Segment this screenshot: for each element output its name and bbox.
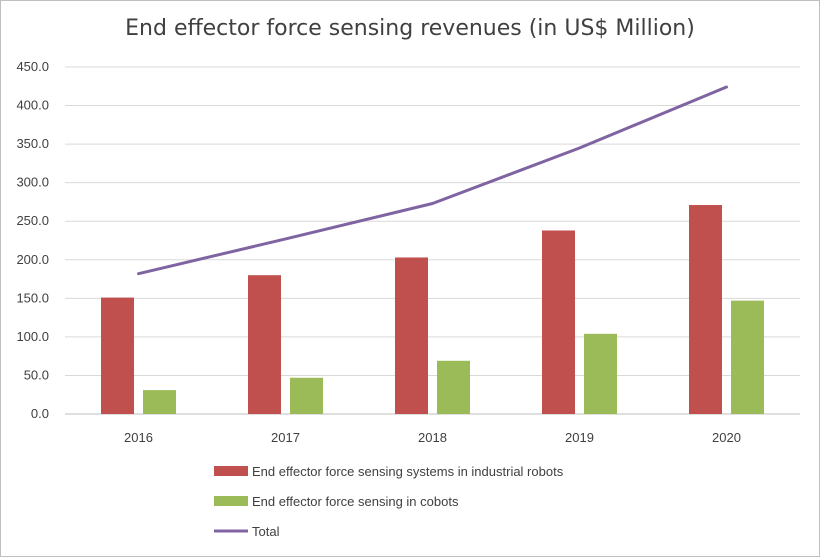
bar [143,390,176,414]
y-tick-label: 400.0 [16,98,49,113]
legend-label: End effector force sensing in cobots [252,494,459,509]
bar [731,300,764,414]
x-tick-label: 2016 [124,430,153,445]
legend-label: End effector force sensing systems in in… [252,464,564,479]
legend-label: Total [252,524,280,539]
y-tick-label: 0.0 [31,406,49,421]
bars [101,205,764,414]
y-tick-label: 100.0 [16,329,49,344]
x-tick-label: 2017 [271,430,300,445]
bar [395,257,428,414]
x-tick-label: 2020 [712,430,741,445]
bar [689,205,722,414]
lines [137,85,728,276]
legend-swatch [214,496,248,506]
y-axis-ticks: 0.0 50.0 100.0 150.0 200.0 250.0 300.0 350.0 400… [16,59,49,421]
bar [584,333,617,414]
bar [437,360,470,414]
x-axis-ticks: 2016 2017 2018 2019 2020 [124,430,741,445]
y-tick-label: 450.0 [16,59,49,74]
y-tick-label: 300.0 [16,175,49,190]
legend-swatch [214,466,248,476]
legend: End effector force sensing systems in in… [214,464,564,539]
bar [248,275,281,414]
bar [290,377,323,414]
x-tick-label: 2018 [418,430,447,445]
chart-title: End effector force sensing revenues (in … [125,16,695,41]
y-tick-label: 200.0 [16,252,49,267]
y-tick-label: 50.0 [24,367,49,382]
line-series [137,85,728,276]
y-tick-label: 150.0 [16,290,49,305]
gridlines [65,66,800,415]
y-tick-label: 350.0 [16,136,49,151]
bar [542,230,575,414]
x-tick-label: 2019 [565,430,594,445]
bar [101,297,134,414]
y-tick-label: 250.0 [16,213,49,228]
